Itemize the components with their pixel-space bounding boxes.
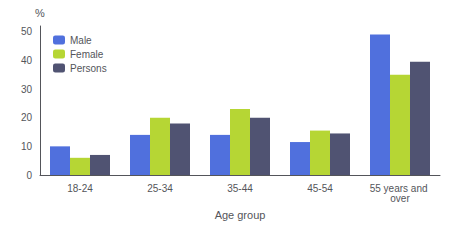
svg-text:Age group: Age group bbox=[215, 209, 266, 221]
svg-text:10: 10 bbox=[21, 141, 33, 152]
svg-text:Persons: Persons bbox=[70, 63, 107, 74]
svg-text:20: 20 bbox=[21, 112, 33, 123]
svg-text:Female: Female bbox=[70, 49, 104, 60]
svg-text:55 years and: 55 years and bbox=[369, 182, 431, 194]
svg-text:50: 50 bbox=[21, 26, 33, 37]
svg-text:%: % bbox=[35, 7, 45, 19]
svg-text:0: 0 bbox=[26, 170, 32, 181]
svg-text:25-34: 25-34 bbox=[147, 183, 173, 194]
svg-text:over: over bbox=[390, 193, 410, 204]
svg-text:45-54: 45-54 bbox=[307, 183, 333, 194]
svg-text:30: 30 bbox=[21, 84, 33, 95]
svg-text:Male: Male bbox=[70, 35, 92, 46]
svg-text:35-44: 35-44 bbox=[227, 183, 253, 194]
svg-text:18-24: 18-24 bbox=[67, 183, 93, 194]
svg-text:40: 40 bbox=[21, 55, 33, 66]
